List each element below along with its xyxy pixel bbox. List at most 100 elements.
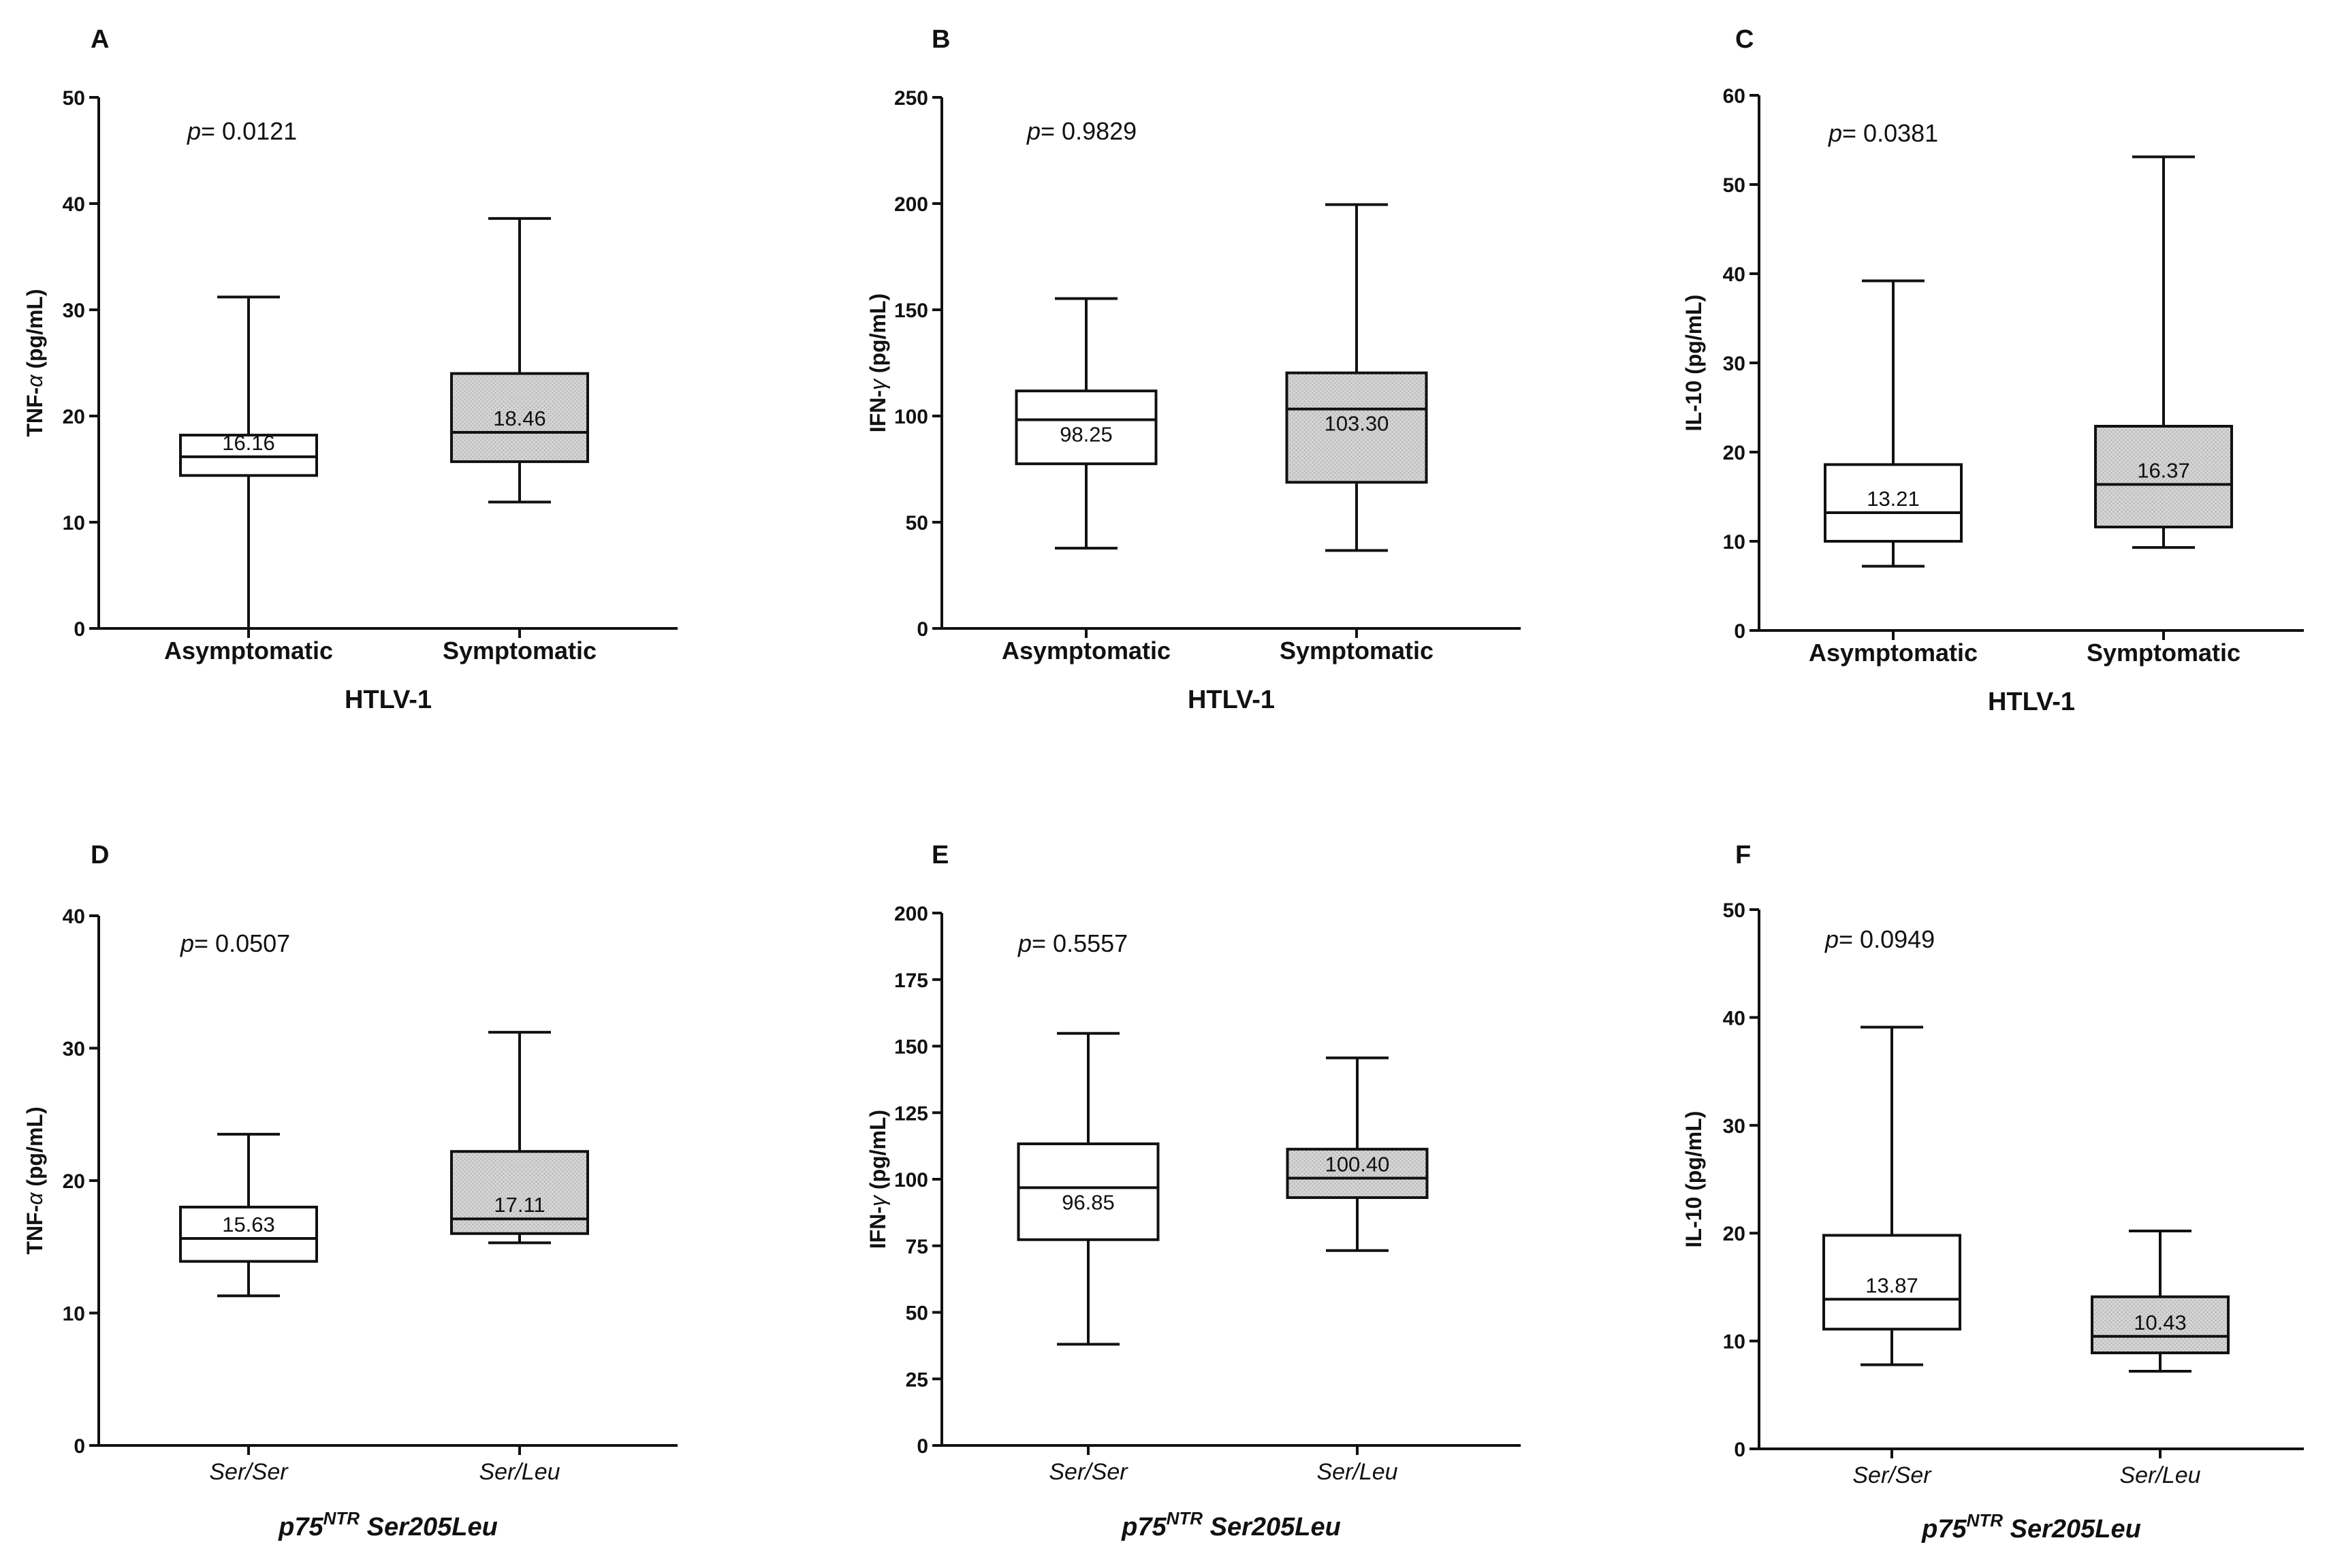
y-tick-label: 100 <box>894 406 928 428</box>
y-tick-label: 0 <box>1734 1439 1745 1461</box>
median-value-label: 16.37 <box>2137 459 2190 483</box>
box-2: 17.11 <box>450 1031 589 1245</box>
panel-letter: F <box>1735 841 1751 869</box>
category-label: Ser/Leu <box>2119 1462 2200 1488</box>
x-axis-label-superscript: NTR <box>1167 1508 1203 1529</box>
median-value-label: 18.46 <box>493 406 546 430</box>
box-2: 10.43 <box>2091 1230 2230 1373</box>
p-value-symbol: p <box>1828 119 1842 147</box>
y-axis-label: IL-10 (pg/mL) <box>1681 1111 1706 1248</box>
y-tick-label: 40 <box>1723 263 1745 286</box>
y-tick-label: 0 <box>917 1435 928 1458</box>
median-value-label: 96.85 <box>1062 1190 1115 1214</box>
panel-letter: D <box>91 841 109 869</box>
category-label: Symptomatic <box>1280 637 1434 665</box>
y-axis-label-prefix: IFN- <box>866 1206 890 1249</box>
y-tick-label: 30 <box>1723 353 1745 375</box>
p-value-symbol: p <box>1824 925 1839 953</box>
panel-d: D 0 10 20 30 40 TNF-α (pg/mL) p= 0.0507 15.63 17.… <box>22 841 678 1541</box>
y-axis-label-prefix: TNF- <box>22 1205 47 1255</box>
iqr-box <box>2091 1295 2230 1355</box>
median-value-label: 13.87 <box>1865 1273 1918 1297</box>
y-axis-label-prefix: IFN- <box>866 390 890 432</box>
y-tick-label: 30 <box>1723 1115 1745 1138</box>
y-tick-label: 60 <box>1723 85 1745 108</box>
y-tick-label: 50 <box>1723 174 1745 197</box>
box-2: 16.37 <box>2094 155 2233 549</box>
x-axis-label-base: p75 <box>1921 1515 1967 1543</box>
x-axis-label-rest: Ser205Leu <box>360 1513 498 1541</box>
p-value-text: = 0.0121 <box>201 117 297 145</box>
box-1: 16.16 <box>179 295 318 628</box>
x-axis-label: p75NTR Ser205Leu <box>1921 1510 2141 1543</box>
y-tick-label: 0 <box>1734 620 1745 643</box>
box-2: 100.40 <box>1286 1056 1429 1252</box>
y-tick-label: 200 <box>894 903 928 925</box>
y-tick-label: 40 <box>1723 1007 1745 1029</box>
box-1: 15.63 <box>179 1132 318 1298</box>
panel-letter: A <box>91 25 109 54</box>
median-value-label: 10.43 <box>2134 1311 2187 1334</box>
p-value-annotation: p= 0.5557 <box>1017 929 1128 957</box>
y-axis-label-unit: (pg/mL) <box>866 1110 890 1196</box>
median-value-label: 100.40 <box>1325 1152 1390 1176</box>
y-tick-label: 50 <box>63 87 85 110</box>
y-tick-label: 30 <box>63 1038 85 1061</box>
y-axis-label-unit: (pg/mL) <box>22 289 47 374</box>
y-tick-label: 20 <box>1723 442 1745 464</box>
panel-letter: B <box>932 25 950 54</box>
panel-letter: C <box>1735 25 1754 54</box>
box-1: 96.85 <box>1017 1031 1160 1346</box>
iqr-box <box>1824 463 1963 543</box>
median-value-label: 15.63 <box>222 1213 275 1236</box>
category-label: Symptomatic <box>2087 639 2241 667</box>
iqr-box <box>450 372 589 464</box>
y-axis-label-greek: α <box>22 1192 47 1205</box>
y-tick-label: 200 <box>894 193 928 216</box>
category-label: Asymptomatic <box>1002 637 1171 665</box>
y-tick-label: 100 <box>894 1169 928 1191</box>
x-axis-label: p75NTR Ser205Leu <box>278 1508 498 1541</box>
panel-b: B 0 50 100 150 200 250 IFN-γ (pg/mL) p= 0.9829 98… <box>866 25 1521 714</box>
y-tick-label: 10 <box>63 512 85 534</box>
y-tick-label: 25 <box>906 1369 928 1391</box>
median-value-label: 103.30 <box>1325 412 1389 436</box>
y-axis-label-prefix: TNF- <box>22 387 47 437</box>
panel-c: C 0 10 20 30 40 50 60 IL-10 (pg/mL) p= 0.0381 13.2… <box>1681 25 2304 716</box>
p-value-text: = 0.9829 <box>1041 117 1137 145</box>
y-tick-label: 40 <box>63 193 85 216</box>
box-2: 103.30 <box>1285 203 1428 552</box>
category-label: Ser/Leu <box>1316 1459 1397 1485</box>
x-axis-label: HTLV-1 <box>1988 688 2075 716</box>
x-axis-label-superscript: NTR <box>1967 1510 2004 1531</box>
y-axis-label-prefix: IL-10 (pg/mL) <box>1681 1111 1706 1248</box>
iqr-box <box>1017 1142 1160 1241</box>
y-tick-label: 10 <box>1723 1331 1745 1354</box>
y-axis-label-greek: γ <box>866 1194 890 1206</box>
p-value-symbol: p <box>187 117 201 145</box>
y-tick-label: 20 <box>63 1170 85 1193</box>
y-axis-label-greek: γ <box>866 378 890 390</box>
panel-e: E 0 25 50 75 100 125 150 175 200 IFN-γ (pg/mL) p= 0… <box>866 841 1521 1541</box>
p-value-annotation: p= 0.0381 <box>1828 119 1938 147</box>
y-tick-label: 20 <box>63 406 85 428</box>
x-axis-label-base: p75 <box>1121 1513 1167 1541</box>
y-axis-label: IFN-γ (pg/mL) <box>866 293 890 432</box>
y-tick-label: 10 <box>1723 531 1745 554</box>
y-tick-label: 40 <box>63 906 85 928</box>
y-tick-label: 50 <box>906 512 928 534</box>
p-value-symbol: p <box>1026 117 1041 145</box>
iqr-box <box>1285 371 1428 484</box>
box-1: 13.87 <box>1822 1025 1961 1366</box>
median-value-label: 98.25 <box>1060 422 1113 446</box>
y-axis-label: IFN-γ (pg/mL) <box>866 1110 890 1249</box>
iqr-box <box>1286 1147 1429 1199</box>
median-value-label: 13.21 <box>1867 487 1920 511</box>
x-axis-label-rest: Ser205Leu <box>2003 1515 2141 1543</box>
median-value-label: 17.11 <box>494 1193 545 1217</box>
p-value-text: = 0.5557 <box>1032 929 1128 957</box>
y-axis-label-unit: (pg/mL) <box>866 293 890 379</box>
x-axis-label: p75NTR Ser205Leu <box>1121 1508 1341 1541</box>
y-tick-label: 10 <box>63 1303 85 1326</box>
